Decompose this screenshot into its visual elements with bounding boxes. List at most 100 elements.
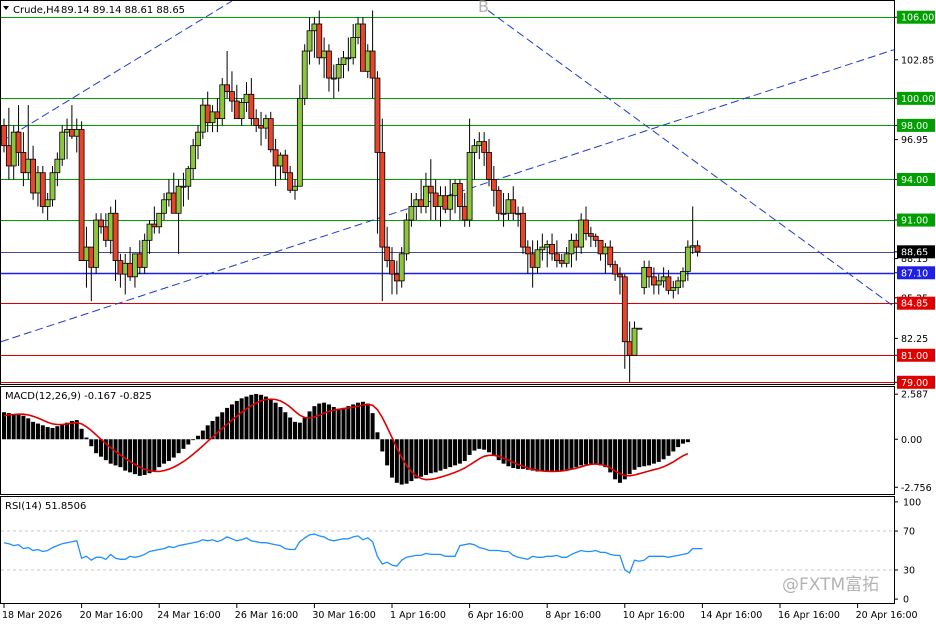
candle: [374, 71, 381, 234]
candle: [44, 193, 51, 221]
marker-label: B: [478, 0, 489, 16]
candle-body: [384, 246, 391, 262]
ohlc-readout: 89.14 89.14 88.61 88.65: [61, 5, 185, 16]
candle-body: [190, 145, 197, 170]
macd-bar: [45, 427, 50, 440]
candle-body: [69, 129, 75, 137]
price-label-98.00: 98.00: [901, 121, 928, 132]
candle: [1, 118, 7, 153]
candle-body: [112, 212, 119, 262]
candle-body: [500, 212, 507, 215]
macd-bar: [472, 439, 477, 451]
macd-bar: [210, 420, 215, 440]
price-label-box: [897, 172, 935, 186]
macd-bar: [627, 439, 632, 475]
macd-bar: [535, 439, 540, 472]
macd-bar: [637, 439, 642, 468]
rsi-label-70: 70: [903, 527, 915, 538]
candle: [141, 233, 148, 275]
time-label: 30 Mar 16:00: [312, 610, 375, 621]
candle-body: [98, 219, 104, 228]
price-label-box: [897, 245, 935, 259]
macd-bar: [399, 439, 404, 485]
candle: [98, 213, 104, 234]
candle-body: [684, 246, 691, 272]
candle-body: [195, 131, 201, 147]
symbol-label: Crude,H4: [13, 5, 60, 16]
candle: [161, 193, 167, 221]
candle-body: [364, 50, 371, 72]
triangle-down-icon[interactable]: [3, 6, 9, 10]
price-label-88.15: 88.15: [901, 254, 928, 265]
candle: [224, 51, 231, 99]
macd-bar: [550, 439, 555, 472]
macd-bar: [307, 411, 312, 440]
candle-body: [10, 131, 17, 167]
macd-bar: [409, 439, 414, 482]
macd-bar: [525, 439, 530, 470]
macd-bar: [380, 439, 385, 452]
candle-body: [267, 118, 274, 151]
candle-body: [73, 129, 80, 137]
macd-bar: [137, 439, 142, 476]
macd-bar: [608, 439, 613, 473]
candle: [326, 44, 332, 92]
candle: [486, 138, 492, 187]
candle: [345, 37, 352, 72]
candle-body: [345, 57, 352, 60]
candle: [520, 206, 526, 254]
candle-body: [418, 199, 425, 207]
candle-body: [301, 50, 308, 99]
candle: [587, 226, 594, 248]
candle-body: [651, 276, 657, 286]
candle: [612, 260, 618, 281]
macd-bar: [336, 408, 341, 440]
macd-bar: [152, 439, 157, 471]
macd-bar: [128, 439, 133, 473]
candle-body: [587, 233, 594, 237]
candle: [490, 165, 497, 207]
candle: [180, 172, 187, 207]
candle-body: [243, 93, 250, 103]
candle: [282, 149, 289, 180]
macd-bar: [317, 403, 322, 440]
macd-bar: [632, 439, 637, 470]
candle: [621, 274, 628, 369]
candle-body: [127, 262, 133, 278]
price-label-94.00: 94.00: [901, 175, 928, 186]
candle: [646, 260, 652, 288]
price-label-88.65: 88.65: [901, 247, 928, 258]
candle-body: [209, 111, 216, 124]
price-label-84.85: 84.85: [901, 299, 928, 310]
candle-body: [185, 168, 192, 187]
macd-bar: [433, 439, 438, 473]
candle-body: [578, 219, 585, 248]
candle: [190, 138, 197, 180]
macd-bar: [171, 439, 176, 458]
candle: [670, 280, 677, 299]
candle-body: [321, 50, 328, 59]
candle-body: [524, 246, 531, 255]
time-label: 1 Apr 16:00: [390, 610, 446, 621]
candle: [495, 186, 502, 221]
candle: [350, 23, 357, 65]
candle-body: [694, 245, 701, 253]
macd-bar: [579, 439, 584, 466]
macd-bar: [477, 439, 482, 449]
macd-bar: [108, 439, 113, 464]
macd-bar: [157, 439, 162, 468]
candle-body: [30, 158, 37, 194]
candle-body: [355, 23, 361, 38]
candle: [301, 44, 308, 106]
candle-body: [330, 77, 337, 80]
time-label: 26 Mar 16:00: [235, 610, 298, 621]
candle-body: [631, 327, 638, 356]
candle-body: [219, 84, 226, 120]
macd-bar: [89, 439, 94, 447]
macd-bar: [84, 437, 89, 440]
macd-bar: [263, 396, 268, 440]
macd-bar: [574, 439, 579, 468]
candle: [398, 247, 405, 288]
candle: [389, 247, 395, 295]
